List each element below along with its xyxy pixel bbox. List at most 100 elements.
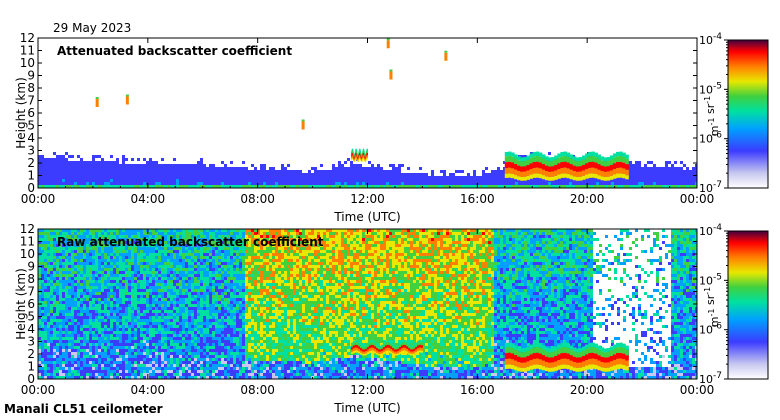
- heatmap-cell: [110, 161, 113, 164]
- heatmap-cell: [92, 164, 95, 167]
- heatmap-cell: [191, 340, 194, 343]
- heatmap-cell: [191, 259, 194, 262]
- heatmap-cell: [119, 265, 122, 268]
- heatmap-cell: [659, 170, 662, 173]
- heatmap-cell: [80, 373, 83, 376]
- heatmap-cell: [149, 241, 152, 244]
- heatmap-cell: [185, 376, 188, 379]
- heatmap-cell: [635, 170, 638, 173]
- heatmap-cell: [278, 185, 281, 188]
- heatmap-cell: [38, 176, 41, 179]
- heatmap-cell: [149, 328, 152, 331]
- cloud-segment: [591, 167, 595, 174]
- heatmap-cell: [662, 167, 665, 170]
- heatmap-cell: [104, 185, 107, 188]
- heatmap-cell: [95, 256, 98, 259]
- heatmap-cell: [56, 295, 59, 298]
- heatmap-cell: [200, 185, 203, 188]
- cloud-segment: [582, 175, 586, 180]
- heatmap-cell: [116, 250, 119, 253]
- heatmap-cell: [197, 185, 200, 188]
- heatmap-cell: [632, 185, 635, 188]
- heatmap-cell: [425, 173, 428, 176]
- heatmap-cell: [143, 274, 146, 277]
- heatmap-cell: [176, 307, 179, 310]
- heatmap-cell: [83, 164, 86, 167]
- heatmap-cell: [47, 280, 50, 283]
- heatmap-cell: [188, 259, 191, 262]
- heatmap-cell: [74, 370, 77, 373]
- heatmap-cell: [395, 176, 398, 179]
- cloud-segment: [603, 171, 608, 177]
- heatmap-cell: [341, 164, 344, 167]
- heatmap-cell: [500, 182, 503, 185]
- heatmap-cell: [113, 167, 116, 170]
- heatmap-cell: [167, 289, 170, 292]
- heatmap-cell: [59, 310, 62, 313]
- cloud-segment: [356, 150, 358, 153]
- heatmap-cell: [671, 173, 674, 176]
- heatmap-cell: [170, 292, 173, 295]
- heatmap-cell: [86, 319, 89, 322]
- heatmap-cell: [146, 310, 149, 313]
- heatmap-cell: [392, 173, 395, 176]
- heatmap-cell: [89, 325, 92, 328]
- heatmap-cell: [191, 361, 194, 364]
- colorbar-tick-label: 10-6: [699, 131, 722, 146]
- panel-title: Attenuated backscatter coefficient: [57, 44, 292, 58]
- heatmap-cell: [368, 176, 371, 179]
- heatmap-cell: [674, 176, 677, 179]
- heatmap-cell: [89, 259, 92, 262]
- heatmap-cell: [158, 343, 161, 346]
- heatmap-cell: [116, 355, 119, 358]
- heatmap-cell: [143, 346, 146, 349]
- heatmap-cell: [110, 173, 113, 176]
- heatmap-cell: [164, 358, 167, 361]
- cloud-segment: [557, 174, 561, 179]
- heatmap-cell: [167, 164, 170, 167]
- heatmap-cell: [677, 179, 680, 182]
- heatmap-cell: [194, 185, 197, 188]
- heatmap-cell: [86, 235, 89, 238]
- heatmap-cell: [56, 232, 59, 235]
- heatmap-cell: [122, 292, 125, 295]
- heatmap-cell: [50, 164, 53, 167]
- cloud-segment: [575, 171, 580, 177]
- heatmap-cell: [95, 328, 98, 331]
- heatmap-cell: [47, 161, 50, 164]
- heatmap-cell: [167, 185, 170, 188]
- heatmap-cell: [350, 176, 353, 179]
- heatmap-cell: [380, 176, 383, 179]
- heatmap-cell: [146, 277, 149, 280]
- heatmap-cell: [56, 307, 59, 310]
- heatmap-cell: [143, 361, 146, 364]
- heatmap-cell: [62, 262, 65, 265]
- heatmap-cell: [101, 307, 104, 310]
- heatmap-cell: [251, 164, 254, 167]
- heatmap-cell: [329, 173, 332, 176]
- heatmap-cell: [86, 325, 89, 328]
- heatmap-cell: [98, 271, 101, 274]
- heatmap-cell: [182, 331, 185, 334]
- heatmap-cell: [137, 274, 140, 277]
- heatmap-cell: [161, 298, 164, 301]
- heatmap-cell: [149, 164, 152, 167]
- heatmap-cell: [71, 313, 74, 316]
- heatmap-cell: [356, 185, 359, 188]
- heatmap-cell: [68, 155, 71, 158]
- heatmap-cell: [86, 244, 89, 247]
- heatmap-cell: [74, 304, 77, 307]
- heatmap-cell: [161, 313, 164, 316]
- heatmap-cell: [143, 259, 146, 262]
- heatmap-cell: [50, 253, 53, 256]
- heatmap-cell: [131, 238, 134, 241]
- heatmap-cell: [62, 170, 65, 173]
- heatmap-cell: [143, 304, 146, 307]
- heatmap-cell: [377, 170, 380, 173]
- heatmap-cell: [461, 170, 464, 173]
- heatmap-cell: [137, 250, 140, 253]
- heatmap-cell: [662, 185, 665, 188]
- heatmap-cell: [50, 271, 53, 274]
- heatmap-cell: [512, 185, 515, 188]
- heatmap-cell: [44, 259, 47, 262]
